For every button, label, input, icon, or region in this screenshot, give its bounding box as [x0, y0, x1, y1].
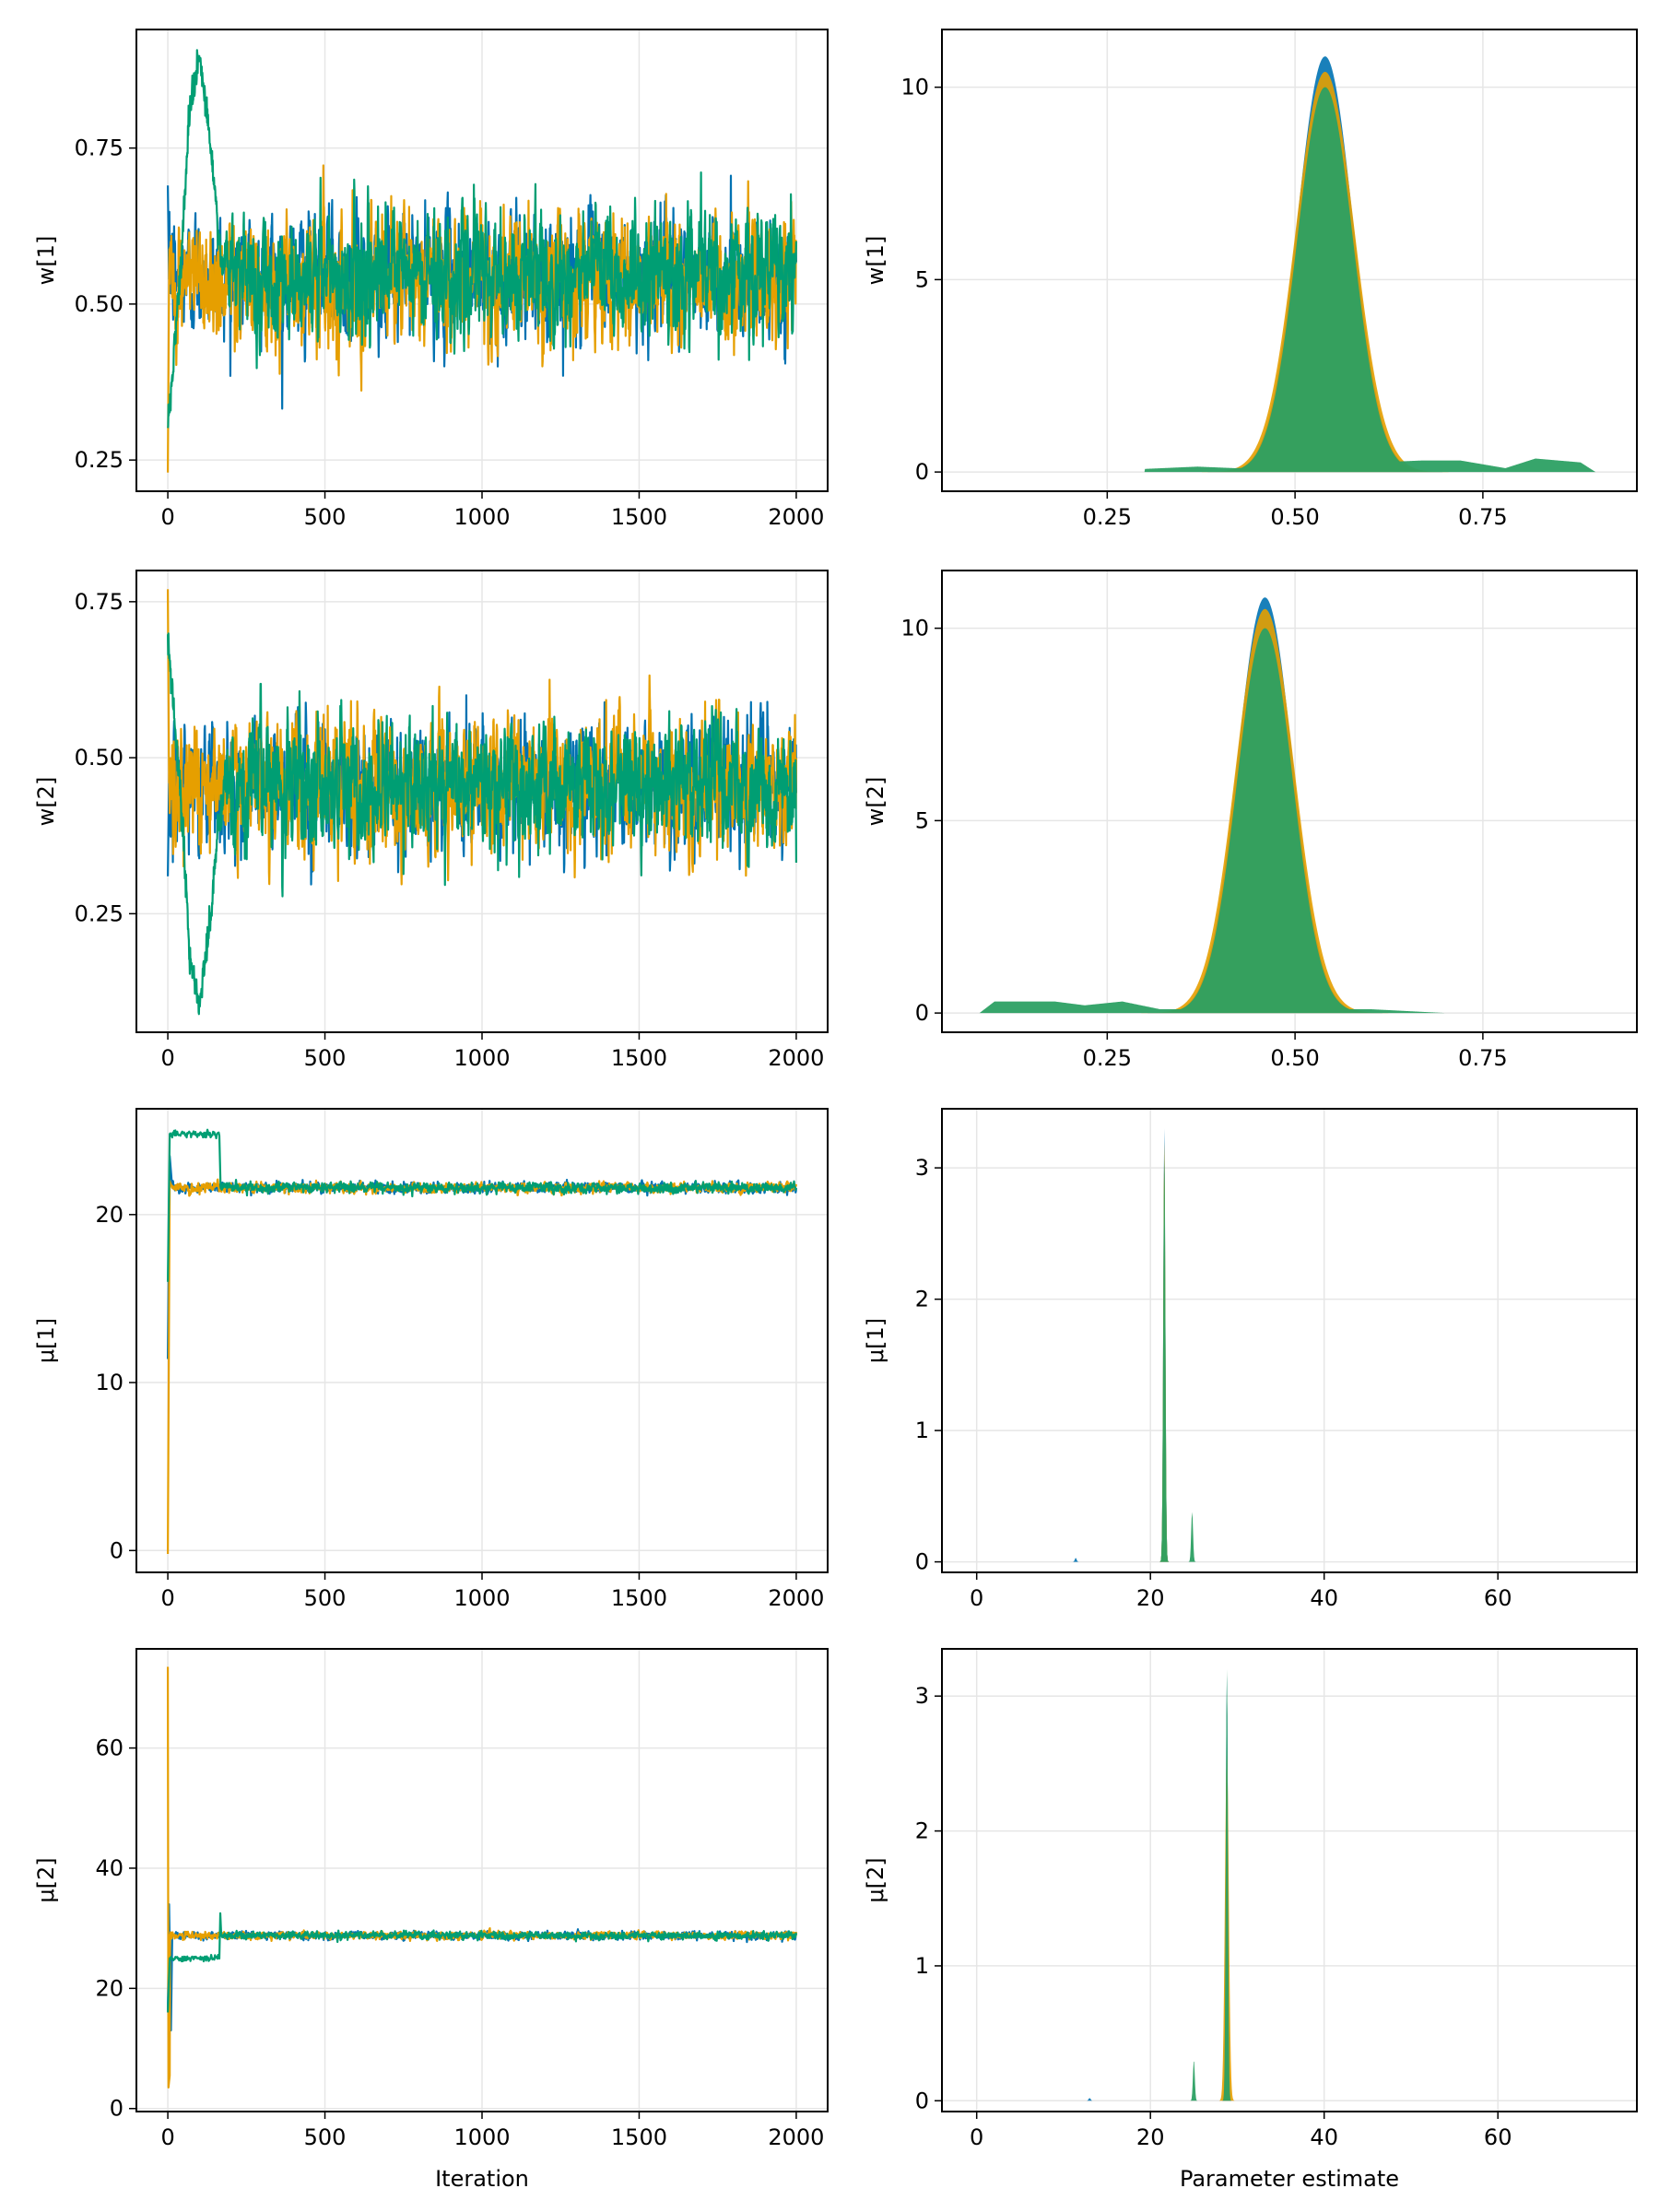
trace-w1-ylabel: w[1]	[33, 236, 59, 286]
x-tick-label: 20	[1136, 1585, 1165, 1611]
y-tick-label: 5	[915, 807, 929, 833]
density-mu2-xlabel: Parameter estimate	[1180, 2166, 1399, 2192]
y-tick-label: 0	[915, 1549, 929, 1575]
density-mu2-panel: 0 20 40 60 0 1 2 3 μ[2] Parameter estimate	[863, 1648, 1638, 2192]
x-tick-label: 60	[1484, 1585, 1512, 1611]
density-w1-ylabel: w[1]	[863, 236, 888, 286]
x-tick-label: 0	[970, 2124, 983, 2150]
y-tick-label: 0	[110, 1537, 124, 1563]
x-tick-label: 0	[160, 2124, 174, 2150]
y-tick-label: 0	[915, 459, 929, 485]
y-tick-label: 3	[915, 1683, 929, 1709]
x-tick-label: 60	[1484, 2124, 1512, 2150]
y-tick-label: 3	[915, 1155, 929, 1181]
y-tick-label: 10	[900, 616, 929, 641]
x-tick-label: 2000	[768, 1045, 824, 1071]
y-tick-label: 2	[915, 1818, 929, 1844]
trace-mu2-xlabel: Iteration	[435, 2166, 529, 2192]
y-tick-label: 40	[95, 1855, 124, 1881]
trace-w1-panel: 0 500 1000 1500 2000 0.25 0.50 0.75 w[1]	[33, 29, 829, 530]
density-mu1-frame	[941, 1108, 1638, 1573]
y-tick-label: 60	[95, 1735, 124, 1761]
y-tick-label: 0.75	[75, 589, 124, 615]
x-tick-label: 1500	[611, 1045, 667, 1071]
trace-mu2-plot-area	[166, 1666, 798, 2089]
y-tick-label: 10	[95, 1370, 124, 1395]
x-tick-label: 1000	[453, 1045, 510, 1071]
density-mu2-ylabel: μ[2]	[863, 1857, 888, 1902]
y-tick-label: 1	[915, 1418, 929, 1443]
trace-mu1-plot-area	[166, 1128, 798, 1554]
x-tick-label: 1000	[453, 2124, 510, 2150]
y-tick-label: 10	[900, 75, 929, 100]
trace-w2-panel: 0 500 1000 1500 2000 0.25 0.50 0.75 w[2]	[33, 570, 829, 1071]
y-tick-label: 0.50	[75, 745, 124, 771]
x-tick-label: 1000	[453, 504, 510, 530]
y-tick-label: 0.25	[75, 447, 124, 473]
density-w2-panel: 0.25 0.50 0.75 0 5 10 w[2]	[863, 570, 1638, 1071]
trace-mu2-trace-3	[166, 1912, 797, 2013]
y-tick-label: 0.50	[75, 291, 124, 317]
y-tick-label: 0	[915, 2088, 929, 2113]
x-tick-label: 0	[160, 1585, 174, 1611]
density-w1-panel: 0.25 0.50 0.75 0 5 10 w[1]	[863, 29, 1638, 530]
density-w1-density-3	[942, 87, 1637, 473]
trace-mu1-panel: 0 500 1000 1500 2000 0 10 20 μ[1]	[33, 1108, 829, 1611]
x-tick-label: 0.50	[1270, 504, 1319, 530]
x-tick-label: 0.50	[1270, 1045, 1319, 1071]
y-tick-label: 0	[915, 1000, 929, 1026]
density-w2-plot-area	[942, 597, 1637, 1014]
x-tick-label: 40	[1310, 2124, 1338, 2150]
density-w1-plot-area	[942, 56, 1637, 473]
trace-mu1-trace-3	[166, 1128, 797, 1282]
x-tick-label: 1500	[611, 504, 667, 530]
trace-w2-trace-3	[166, 632, 798, 1016]
y-tick-label: 2	[915, 1287, 929, 1312]
x-tick-label: 0	[160, 1045, 174, 1071]
y-tick-label: 20	[95, 1975, 124, 2001]
x-tick-label: 1500	[611, 1585, 667, 1611]
y-tick-label: 1	[915, 1953, 929, 1979]
x-tick-label: 500	[304, 1045, 347, 1071]
x-tick-label: 2000	[768, 1585, 824, 1611]
trace-w1-plot-area	[166, 49, 798, 473]
density-mu2-frame	[941, 1648, 1638, 2112]
x-tick-label: 2000	[768, 504, 824, 530]
trace-mu2-panel: 0 500 1000 1500 2000 0 20 40 60 μ[2] Iteration	[33, 1648, 829, 2192]
x-tick-label: 500	[304, 1585, 347, 1611]
x-tick-label: 1500	[611, 2124, 667, 2150]
density-mu1-ylabel: μ[1]	[863, 1318, 888, 1363]
x-tick-label: 40	[1310, 1585, 1338, 1611]
trace-w2-ylabel: w[2]	[33, 777, 59, 827]
y-tick-label: 0.75	[75, 135, 124, 161]
trace-mu1-ylabel: μ[1]	[33, 1318, 59, 1363]
x-tick-label: 0.25	[1083, 504, 1132, 530]
density-w2-frame	[941, 570, 1638, 1033]
x-tick-label: 500	[304, 2124, 347, 2150]
x-tick-label: 0.75	[1458, 1045, 1507, 1071]
x-tick-label: 0.75	[1458, 504, 1507, 530]
y-tick-label: 20	[95, 1202, 124, 1228]
y-tick-label: 0.25	[75, 900, 124, 926]
y-tick-label: 0	[110, 2096, 124, 2122]
density-w2-density-3	[942, 628, 1637, 1014]
x-tick-label: 0	[160, 504, 174, 530]
density-w1-frame	[941, 29, 1638, 492]
x-tick-label: 0	[970, 1585, 983, 1611]
x-tick-label: 500	[304, 504, 347, 530]
y-tick-label: 5	[915, 266, 929, 292]
trace-w1-trace-3	[167, 49, 798, 429]
trace-w2-plot-area	[166, 589, 798, 1016]
x-tick-label: 20	[1136, 2124, 1165, 2150]
x-tick-label: 1000	[453, 1585, 510, 1611]
density-mu1-panel: 0 20 40 60 0 1 2 3 μ[1]	[863, 1108, 1638, 1611]
trace-mu2-ylabel: μ[2]	[33, 1857, 59, 1902]
density-w2-ylabel: w[2]	[863, 777, 888, 827]
x-tick-label: 2000	[768, 2124, 824, 2150]
x-tick-label: 0.25	[1083, 1045, 1132, 1071]
